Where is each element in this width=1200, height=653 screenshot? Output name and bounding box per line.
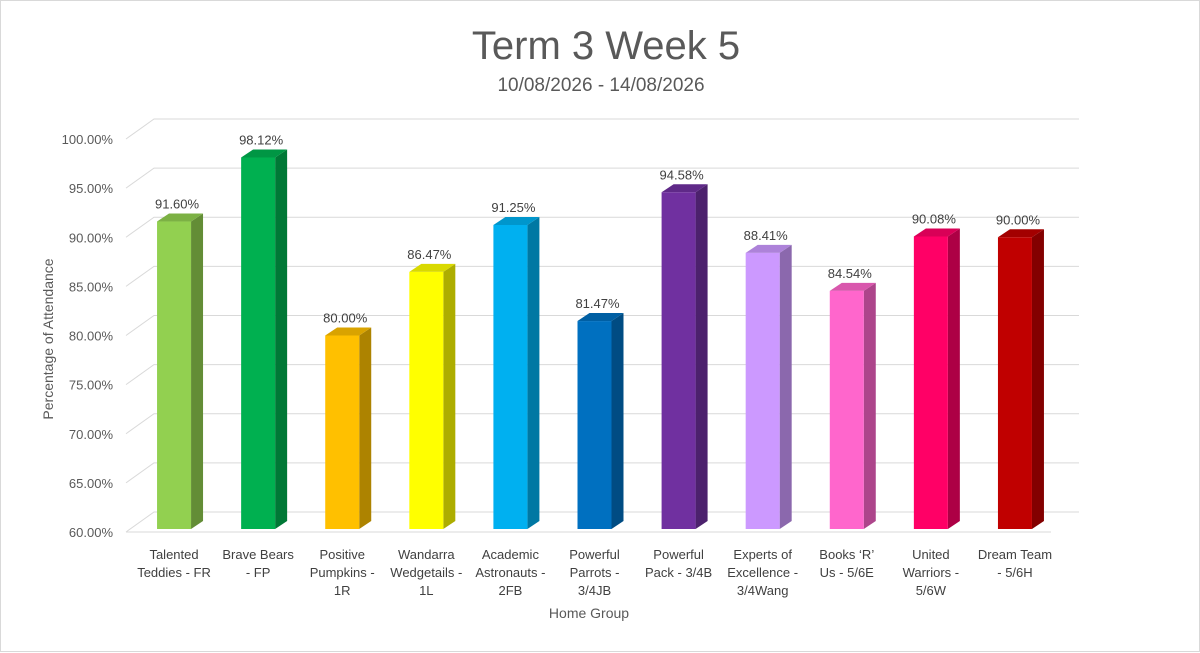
bar-side (779, 244, 792, 529)
bar-side (359, 327, 372, 529)
bar (997, 229, 1044, 529)
data-label: 88.41% (744, 228, 789, 243)
bar-top (577, 313, 624, 322)
data-label: 91.60% (155, 197, 200, 212)
bar-top (829, 282, 876, 291)
gridlines (125, 118, 1079, 533)
bar (409, 263, 456, 529)
bar (829, 282, 876, 529)
bar-front (661, 192, 696, 529)
bar-front (577, 321, 612, 529)
data-label: 90.08% (912, 211, 957, 226)
bar (745, 244, 792, 529)
y-axis-ticks: 60.00% 65.00% 70.00% 75.00% 80.00% 85.00% 90.0… (62, 132, 114, 540)
bar-side (191, 213, 204, 529)
bar-side (611, 313, 624, 529)
bar-front (493, 224, 528, 529)
y-tick-label: 100.00% (62, 132, 114, 147)
data-label: 84.54% (828, 266, 873, 281)
gridline (125, 167, 1079, 189)
x-tick-label: Dream Team - 5/6H (978, 547, 1052, 580)
x-tick-label: United Warriors -5/6W (903, 547, 960, 598)
gridline (125, 118, 1079, 140)
data-label: 81.47% (575, 296, 620, 311)
bar-front (745, 252, 780, 529)
bar-side (275, 149, 288, 529)
x-axis-ticks: Talented Teddies - FR Brave Bears - FP Posit… (137, 547, 1052, 598)
chart-title: Term 3 Week 5 (472, 24, 740, 68)
y-tick-label: 95.00% (69, 181, 114, 196)
y-tick-label: 75.00% (69, 378, 114, 393)
data-label: 94.58% (660, 167, 705, 182)
data-label: 91.25% (491, 200, 536, 215)
chart-subtitle: 10/08/2026 - 14/08/2026 (497, 75, 704, 96)
bar (157, 213, 204, 529)
bar (661, 184, 708, 529)
x-axis-title: Home Group (549, 605, 629, 621)
bar-top (325, 327, 372, 336)
bar-front (913, 236, 948, 530)
bars (157, 149, 1044, 530)
bar (241, 149, 288, 529)
y-tick-label: 80.00% (69, 329, 114, 344)
bar-side (1031, 229, 1044, 529)
gridline (125, 216, 1079, 238)
x-tick-label: Experts of Excellence -3/4Wang (727, 547, 798, 598)
x-tick-label: Academic Astronauts -2FB (475, 547, 545, 598)
bar-top (745, 244, 792, 253)
bar-top (997, 229, 1044, 238)
data-label: 90.00% (996, 212, 1041, 227)
bar-front (157, 221, 192, 529)
bar-top (157, 213, 204, 222)
bar (493, 216, 540, 529)
bar-side (695, 184, 708, 529)
bar-top (241, 149, 288, 158)
x-tick-label: Books ‘R’ Us - 5/6E (819, 547, 874, 580)
bar-side (527, 216, 540, 529)
bar-top (661, 184, 708, 193)
y-tick-label: 90.00% (69, 230, 114, 245)
data-label: 98.12% (239, 132, 284, 147)
bar-front (325, 335, 360, 529)
data-labels: 91.60% 98.12% 80.00% 86.47% 91.25% 81.47% 94.5… (155, 132, 1040, 325)
x-tick-label: Wandarra Wedgetails -1L (390, 547, 462, 598)
x-tick-label: Brave Bears - FP (222, 547, 294, 580)
bar-side (443, 263, 456, 529)
y-axis-title: Percentage of Attendance (40, 258, 56, 419)
bar-side (863, 282, 876, 529)
y-tick-label: 70.00% (69, 427, 114, 442)
bar-top (409, 263, 456, 272)
x-tick-label: Talented Teddies - FR (137, 547, 211, 580)
bar-front (241, 157, 276, 529)
bar-side (947, 228, 960, 530)
bar (913, 228, 960, 530)
bar-top (493, 216, 540, 225)
x-tick-label: Powerful Parrots -3/4JB (569, 547, 620, 598)
x-tick-label: Positive Pumpkins -1R (310, 547, 375, 598)
y-tick-label: 85.00% (69, 279, 114, 294)
bar (325, 327, 372, 529)
y-tick-label: 60.00% (69, 525, 114, 540)
data-label: 80.00% (323, 311, 368, 326)
data-label: 86.47% (407, 247, 452, 262)
bar-front (409, 271, 444, 529)
y-tick-label: 65.00% (69, 476, 114, 491)
bar (577, 313, 624, 529)
x-tick-label: Powerful Pack - 3/4B (645, 547, 712, 580)
bar-front (997, 237, 1032, 529)
bar-top (913, 228, 960, 237)
bar-front (829, 290, 864, 529)
